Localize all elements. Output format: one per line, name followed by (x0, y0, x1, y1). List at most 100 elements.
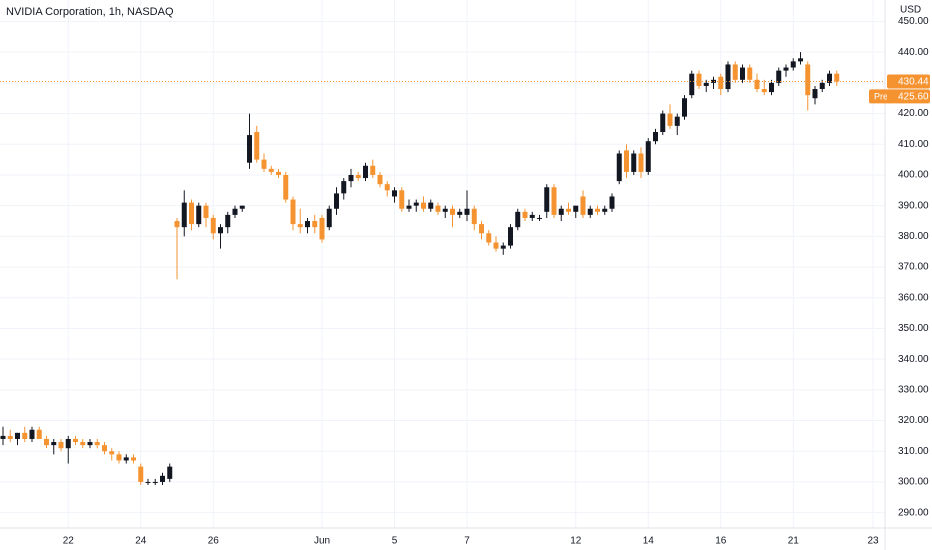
candle-body (754, 79, 760, 90)
candle-body (370, 165, 376, 175)
y-tick-label: 320.00 (898, 415, 929, 426)
candle-body (239, 205, 245, 209)
candle-body (522, 211, 528, 218)
candle-body (747, 67, 753, 80)
x-tick-label: 5 (392, 536, 398, 547)
candle-body (609, 196, 615, 209)
candle-body (428, 202, 434, 209)
candle-body (457, 211, 463, 215)
candle-body (819, 82, 825, 90)
candle-body (500, 245, 506, 249)
candle-body (290, 199, 296, 225)
y-tick-label: 370.00 (898, 262, 929, 273)
axis-labels: 290.00 300.00 310.00 320.00 330.00 340.00 350.… (63, 16, 930, 547)
candle-body (805, 64, 811, 96)
candle-body (297, 224, 303, 228)
candle-body (718, 76, 724, 90)
candle-body (413, 202, 419, 206)
candle-body (377, 174, 383, 185)
candle-body (740, 67, 745, 80)
candle-body (631, 153, 637, 172)
candle-body (660, 113, 666, 132)
x-tick-label: 26 (208, 536, 220, 547)
candle-body (152, 481, 158, 483)
y-tick-label: 450.00 (898, 16, 929, 27)
candle-body (355, 174, 361, 179)
candle-body (638, 153, 644, 172)
candle-body (29, 429, 35, 439)
candle-body (312, 221, 318, 228)
candle-body (87, 442, 93, 446)
candle-body (174, 221, 180, 228)
candle-body (348, 174, 354, 182)
candle-body (341, 181, 347, 194)
candle-body (486, 233, 492, 243)
candle-body (450, 208, 455, 215)
candle-body (276, 171, 281, 175)
premarket-price-box (887, 89, 930, 104)
candle-body (508, 227, 513, 246)
candle-body (51, 442, 57, 446)
candle-body (674, 116, 680, 126)
candle-body (711, 79, 716, 83)
candle-body (558, 208, 564, 215)
y-tick-label: 360.00 (898, 292, 929, 303)
premarket-price: 425.60 (898, 92, 929, 103)
x-tick-label: 22 (63, 536, 75, 547)
candle-body (761, 89, 767, 93)
candle-body (624, 150, 629, 172)
x-tick-label: 24 (135, 536, 147, 547)
candle-body (15, 432, 20, 439)
candle-body (587, 208, 593, 215)
candle-body (94, 442, 100, 446)
x-tick-label: 16 (715, 536, 727, 547)
candle-body (210, 217, 216, 234)
y-tick-label: 400.00 (898, 170, 929, 181)
candle-body (696, 73, 702, 86)
candle-body (798, 58, 803, 62)
candle-body (138, 466, 144, 482)
candle-body (645, 141, 651, 172)
candle-body (181, 202, 187, 228)
candle-body (479, 224, 484, 234)
candle-body (196, 205, 202, 225)
candle-body (7, 435, 13, 439)
candle-body (399, 190, 405, 209)
candle-body (602, 208, 608, 212)
x-tick-label: 23 (867, 536, 879, 547)
candle-body (595, 208, 600, 212)
candle-body (189, 202, 194, 225)
candle-body (406, 205, 412, 209)
candle-body (363, 165, 368, 179)
candle-body (812, 89, 818, 99)
candle-body (22, 432, 28, 439)
candle-body (725, 64, 731, 90)
candle-body (529, 214, 535, 218)
candle-body (667, 113, 673, 126)
candle-body (515, 211, 521, 228)
y-tick-label: 410.00 (898, 139, 929, 150)
y-tick-label: 290.00 (898, 507, 929, 518)
candle-body (551, 187, 557, 215)
candle-body (392, 190, 397, 197)
y-tick-label: 380.00 (898, 231, 929, 242)
candle-body (573, 205, 579, 212)
y-tick-label: 300.00 (898, 477, 929, 488)
candle-body (167, 466, 173, 479)
candle-body (471, 208, 477, 225)
candle-body (116, 454, 122, 461)
candle-body (776, 70, 782, 83)
last-price-box (887, 74, 930, 89)
y-tick-label: 340.00 (898, 354, 929, 365)
premarket-tag: Pre (874, 91, 888, 101)
candle-body (703, 82, 709, 86)
candle-body (44, 438, 49, 446)
candle-body (566, 208, 571, 212)
y-tick-label: 310.00 (898, 446, 929, 457)
candle-body (247, 135, 252, 163)
premarket-tag-box (869, 89, 891, 104)
candle-body (73, 438, 78, 443)
candle-body (102, 445, 107, 452)
currency-label: USD (900, 5, 921, 16)
